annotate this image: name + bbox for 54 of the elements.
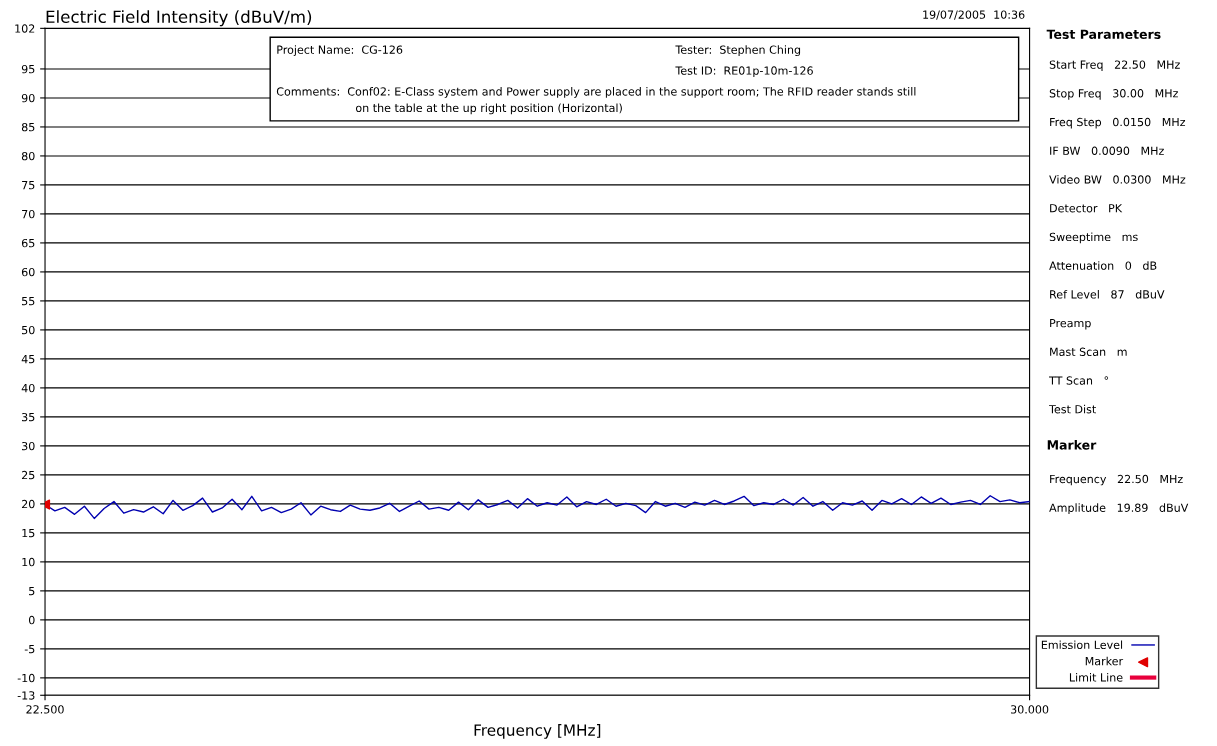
y-tick-label: 25 bbox=[21, 470, 35, 480]
text: TT Scan ° bbox=[1049, 376, 1109, 385]
y-tick-label: 65 bbox=[21, 238, 35, 248]
y-tick-label: 90 bbox=[21, 93, 35, 103]
text: Detector PK bbox=[1050, 204, 1123, 213]
text: Ref Level 87 dBuV bbox=[1050, 289, 1165, 299]
text: Stop Freq 30.00 MHz bbox=[1049, 89, 1178, 100]
text: Mast Scan m bbox=[1050, 347, 1127, 356]
y-tick-label: 70 bbox=[22, 209, 35, 219]
y-tick-label: 95 bbox=[21, 64, 35, 74]
y-tick-label: 0 bbox=[28, 615, 35, 625]
annotation: Project Name: CG-126 bbox=[277, 45, 403, 57]
y-tick-label: -5 bbox=[24, 645, 35, 654]
text: Marker bbox=[1047, 439, 1097, 450]
y-tick-label: 102 bbox=[15, 24, 35, 33]
y-tick-label: 80 bbox=[21, 151, 35, 161]
text: Freq Step 0.0150 MHz bbox=[1050, 117, 1186, 129]
y-tick-label: 20 bbox=[21, 499, 35, 509]
y-tick-label: -13 bbox=[17, 691, 35, 700]
annotation: Tester: Stephen Ching bbox=[675, 45, 801, 57]
text: 19/07/2005 10:36 bbox=[923, 10, 1025, 20]
x-tick-label: 30.000 bbox=[1010, 705, 1049, 714]
y-tick-label: -10 bbox=[17, 673, 35, 683]
text: Frequency 22.50 MHz bbox=[1050, 474, 1183, 486]
y-tick-label: 55 bbox=[22, 297, 35, 306]
legend-label: Emission Level bbox=[1041, 640, 1123, 650]
y-tick-label: 30 bbox=[22, 441, 35, 451]
text: Amplitude 19.89 dBuV bbox=[1049, 503, 1189, 515]
text: Attenuation 0 dB bbox=[1049, 261, 1157, 270]
text: IF BW 0.0090 MHz bbox=[1050, 146, 1164, 155]
y-tick-label: 75 bbox=[22, 181, 35, 190]
y-tick-label: 60 bbox=[21, 267, 35, 277]
y-tick-label: 85 bbox=[21, 122, 35, 132]
text: Sweeptime ms bbox=[1049, 232, 1138, 244]
legend-label: Marker bbox=[1085, 656, 1124, 666]
annotation: Comments: Conf02: E-Class system and Power supply are placed in the support room; The RFID reader stands still bbox=[276, 87, 916, 98]
y-tick-label: 5 bbox=[29, 587, 35, 596]
legend-label: Limit Line bbox=[1069, 673, 1123, 682]
y-tick-label: 45 bbox=[21, 355, 35, 364]
y-tick-label: 10 bbox=[22, 557, 35, 567]
chart-title: Electric Field Intensity (dBuV/m) bbox=[46, 10, 312, 27]
text: Video BW 0.0300 MHz bbox=[1049, 175, 1186, 184]
x-tick-label: 22.500 bbox=[26, 705, 64, 714]
text: Test Parameters bbox=[1046, 29, 1161, 39]
text: Preamp bbox=[1050, 319, 1091, 330]
y-tick-label: 35 bbox=[22, 412, 35, 422]
text: Test Dist bbox=[1049, 404, 1096, 414]
y-tick-label: 40 bbox=[21, 383, 35, 393]
y-tick-label: 15 bbox=[22, 529, 35, 538]
annotation: on the table at the up right position (Horizontal) bbox=[355, 103, 622, 115]
x-axis-title: Frequency [MHz] bbox=[474, 724, 601, 739]
text: Start Freq 22.50 MHz bbox=[1049, 60, 1180, 71]
y-tick-label: 50 bbox=[22, 325, 35, 335]
annotation: Test ID: RE01p-10m-126 bbox=[675, 66, 813, 77]
